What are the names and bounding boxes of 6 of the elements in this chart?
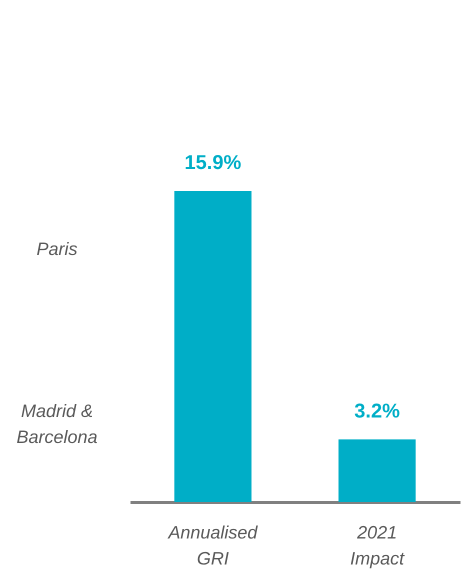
text: Paris [36,239,78,259]
x-tick-label: Annualised GRI [167,522,258,568]
data-label: 15.9% [184,152,242,174]
x-tick-label: 2021 Impact [350,522,406,568]
text: Madrid & Barcelona [16,401,98,447]
data-label: 3.2% [354,400,400,422]
